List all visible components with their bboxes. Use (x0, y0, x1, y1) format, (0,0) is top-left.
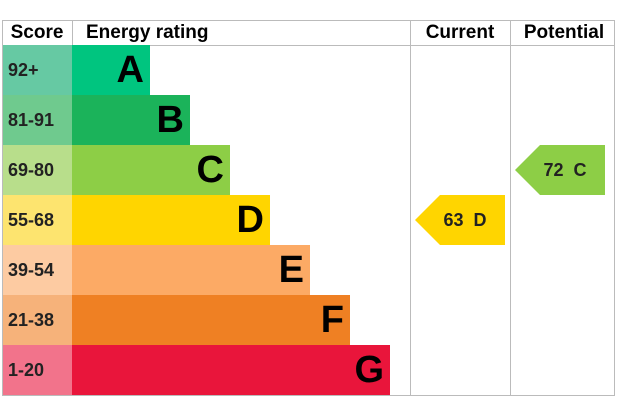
rating-letter: G (354, 349, 384, 391)
rating-bar (72, 195, 270, 245)
score-cell (3, 295, 72, 345)
rating-bar (72, 45, 150, 95)
score-label: 1-20 (8, 360, 44, 380)
rating-bar (72, 145, 230, 195)
rating-letter: F (321, 299, 344, 341)
current-value: 63 (443, 210, 463, 230)
score-label: 55-68 (8, 210, 54, 230)
rating-bar (72, 295, 350, 345)
rating-letter: A (117, 49, 144, 91)
score-cell (3, 95, 72, 145)
score-cell (3, 345, 72, 395)
score-cell (3, 145, 72, 195)
rating-letter: D (237, 199, 264, 241)
score-label: 21-38 (8, 310, 54, 330)
score-label: 39-54 (8, 260, 54, 280)
rating-header: Energy rating (86, 22, 208, 43)
score-cell (3, 45, 72, 95)
rating-bar (72, 245, 310, 295)
potential-arrow (515, 145, 605, 195)
table-frame (2, 20, 615, 396)
score-cell (3, 195, 72, 245)
score-label: 81-91 (8, 110, 54, 130)
current-letter: D (474, 210, 487, 230)
current-arrow (415, 195, 505, 245)
potential-letter: C (574, 160, 587, 180)
score-label: 69-80 (8, 160, 54, 180)
potential-header: Potential (524, 22, 604, 43)
current-header: Current (426, 22, 495, 43)
score-cell (3, 245, 72, 295)
rating-letter: B (157, 99, 184, 141)
rating-letter: C (197, 149, 224, 191)
potential-value: 72 (543, 160, 563, 180)
rating-letter: E (279, 249, 304, 291)
score-label: 92+ (8, 60, 39, 80)
score-header: Score (11, 22, 64, 43)
rating-bar (72, 95, 190, 145)
rating-bar (72, 345, 390, 395)
